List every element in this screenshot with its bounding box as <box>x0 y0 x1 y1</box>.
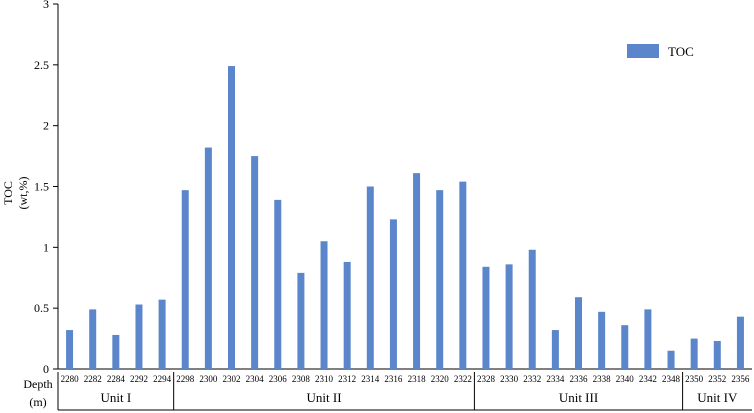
y-axis-title-line1: TOC <box>1 181 15 205</box>
depth-label: 2280 <box>61 374 80 384</box>
depth-label: 2282 <box>84 374 102 384</box>
depth-label: 2340 <box>616 374 635 384</box>
legend-label: TOC <box>668 44 694 59</box>
depth-label: 2348 <box>662 374 681 384</box>
bar-2294 <box>158 299 166 369</box>
depth-label: 2336 <box>570 374 589 384</box>
bar-2302 <box>228 66 235 370</box>
bar-2356 <box>736 316 744 369</box>
depth-label: 2356 <box>731 374 750 384</box>
bar-2312 <box>343 261 351 369</box>
bar-2298 <box>181 190 189 369</box>
labels-layer: 0 0.5 1 1.5 2 2.5 3 2280 2282 2284 2292 2294 2298 230… <box>34 0 750 405</box>
y-tick-label: 1 <box>43 240 49 254</box>
depth-label: 2306 <box>269 374 288 384</box>
depth-label: 2300 <box>199 374 218 384</box>
y-tick-label: 0.5 <box>34 301 49 315</box>
depth-label: 2322 <box>454 374 472 384</box>
unit-label: Unit I <box>100 390 131 405</box>
legend-swatch <box>627 44 659 58</box>
depth-label: 2352 <box>708 374 726 384</box>
depth-label: 2292 <box>130 374 148 384</box>
bar-2304 <box>251 156 259 369</box>
depth-label: 2310 <box>315 374 334 384</box>
bar-2340 <box>621 325 629 369</box>
depth-label: 2294 <box>153 374 172 384</box>
bar-2328 <box>482 266 490 369</box>
depth-label: 2284 <box>107 374 126 384</box>
bar-2300 <box>204 147 212 369</box>
depth-label: 2320 <box>431 374 450 384</box>
bar-2330 <box>505 264 513 369</box>
unit-label: Unit IV <box>697 390 738 405</box>
depth-label: 2298 <box>176 374 195 384</box>
axes-layer <box>53 3 752 411</box>
x-axis-title-line2: (m) <box>29 395 46 409</box>
depth-label: 2328 <box>477 374 496 384</box>
depth-label: 2342 <box>639 374 657 384</box>
bar-2350 <box>690 338 698 369</box>
bar-2316 <box>389 219 397 369</box>
bar-2310 <box>320 241 328 369</box>
depth-label: 2302 <box>223 374 241 384</box>
bar-2338 <box>598 311 606 369</box>
depth-label: 2334 <box>546 374 565 384</box>
y-axis-title-line2: (wt,%) <box>16 177 30 210</box>
bar-2318 <box>413 173 421 369</box>
bar-2336 <box>575 297 582 369</box>
y-tick-label: 2.5 <box>34 58 49 72</box>
unit-label: Unit III <box>559 390 598 405</box>
bar-2342 <box>644 309 652 369</box>
x-axis-title-line1: Depth <box>23 377 52 391</box>
unit-label: Unit II <box>307 390 342 405</box>
bar-2348 <box>667 350 675 369</box>
bar-2292 <box>135 304 143 369</box>
bar-2352 <box>713 341 721 369</box>
depth-label: 2314 <box>361 374 380 384</box>
legend: TOC <box>627 44 694 59</box>
depth-label: 2304 <box>246 374 265 384</box>
bar-2308 <box>297 272 305 369</box>
bar-2314 <box>366 186 374 369</box>
depth-label: 2330 <box>500 374 519 384</box>
depth-label: 2312 <box>338 374 356 384</box>
depth-label: 2350 <box>685 374 704 384</box>
depth-label: 2316 <box>384 374 403 384</box>
y-tick-label: 0 <box>43 362 49 376</box>
bar-2306 <box>274 199 282 369</box>
y-tick-label: 2 <box>43 119 49 133</box>
y-tick-label: 3 <box>43 0 49 11</box>
bar-2280 <box>66 330 74 369</box>
bar-2334 <box>551 330 559 369</box>
depth-label: 2318 <box>408 374 427 384</box>
depth-label: 2338 <box>593 374 612 384</box>
bar-2282 <box>89 309 97 369</box>
bars-layer <box>66 66 744 370</box>
bar-2322 <box>459 181 467 369</box>
y-tick-label: 1.5 <box>34 180 49 194</box>
bar-2320 <box>436 190 444 369</box>
depth-label: 2332 <box>523 374 541 384</box>
bar-2332 <box>528 249 536 369</box>
depth-label: 2308 <box>292 374 311 384</box>
bar-2284 <box>112 334 120 369</box>
